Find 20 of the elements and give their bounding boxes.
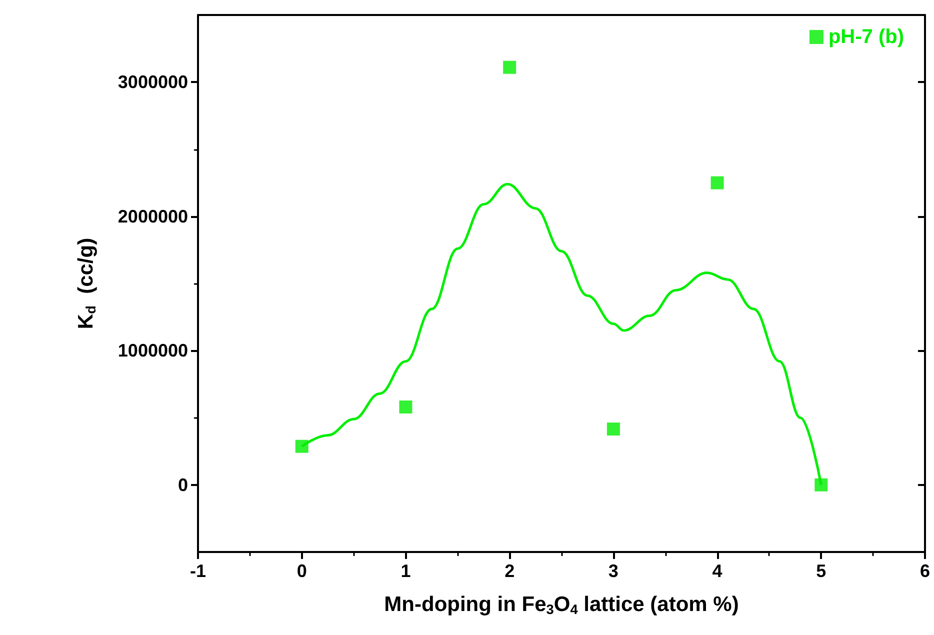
point xyxy=(295,440,308,453)
y-tick-label: 0 xyxy=(178,474,188,495)
x-tick-label: 0 xyxy=(296,561,307,581)
x-tick-label: -1 xyxy=(190,561,206,581)
y-tick-label: 1000000 xyxy=(118,340,188,361)
y-axis-title: Kd (cc/g) xyxy=(74,238,98,330)
x-tick-label: 4 xyxy=(712,561,722,581)
point xyxy=(710,176,724,190)
x-tick-label: 1 xyxy=(400,561,411,581)
x-tick-label: 5 xyxy=(816,561,826,581)
x-tick-label: 2 xyxy=(504,561,515,581)
y-tick-label: 2000000 xyxy=(118,206,188,226)
point xyxy=(814,478,828,492)
legend-label: pH-7 (b) xyxy=(828,26,904,48)
point xyxy=(503,60,516,74)
point xyxy=(399,400,412,414)
y-tick-label: 3000000 xyxy=(118,72,188,92)
x-tick-label: 3 xyxy=(608,561,618,581)
point xyxy=(606,422,620,436)
x-tick-label: 6 xyxy=(920,561,930,581)
